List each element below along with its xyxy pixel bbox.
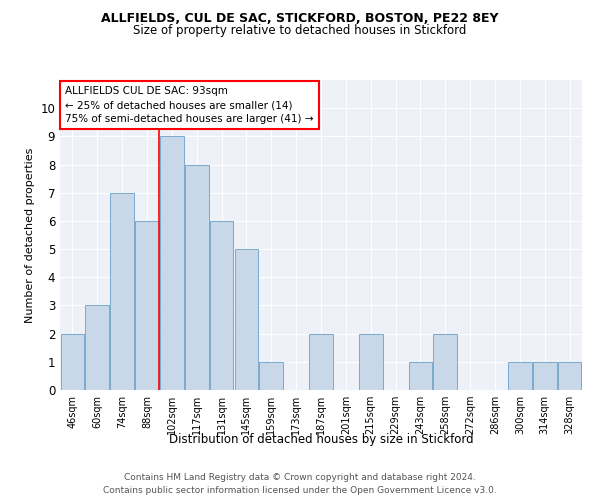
Bar <box>259 362 283 390</box>
Bar <box>135 221 159 390</box>
Text: Size of property relative to detached houses in Stickford: Size of property relative to detached ho… <box>133 24 467 37</box>
Bar <box>110 192 134 390</box>
Bar <box>508 362 532 390</box>
Bar <box>359 334 383 390</box>
Bar <box>409 362 432 390</box>
Bar <box>558 362 581 390</box>
Bar <box>309 334 333 390</box>
Text: ALLFIELDS CUL DE SAC: 93sqm
← 25% of detached houses are smaller (14)
75% of sem: ALLFIELDS CUL DE SAC: 93sqm ← 25% of det… <box>65 86 314 124</box>
Text: ALLFIELDS, CUL DE SAC, STICKFORD, BOSTON, PE22 8EY: ALLFIELDS, CUL DE SAC, STICKFORD, BOSTON… <box>101 12 499 26</box>
Bar <box>185 164 209 390</box>
Bar <box>85 306 109 390</box>
Bar <box>160 136 184 390</box>
Text: Distribution of detached houses by size in Stickford: Distribution of detached houses by size … <box>169 432 473 446</box>
Bar <box>61 334 84 390</box>
Text: Contains HM Land Registry data © Crown copyright and database right 2024.
Contai: Contains HM Land Registry data © Crown c… <box>103 474 497 495</box>
Bar <box>235 249 258 390</box>
Y-axis label: Number of detached properties: Number of detached properties <box>25 148 35 322</box>
Bar <box>433 334 457 390</box>
Bar <box>210 221 233 390</box>
Bar <box>533 362 557 390</box>
